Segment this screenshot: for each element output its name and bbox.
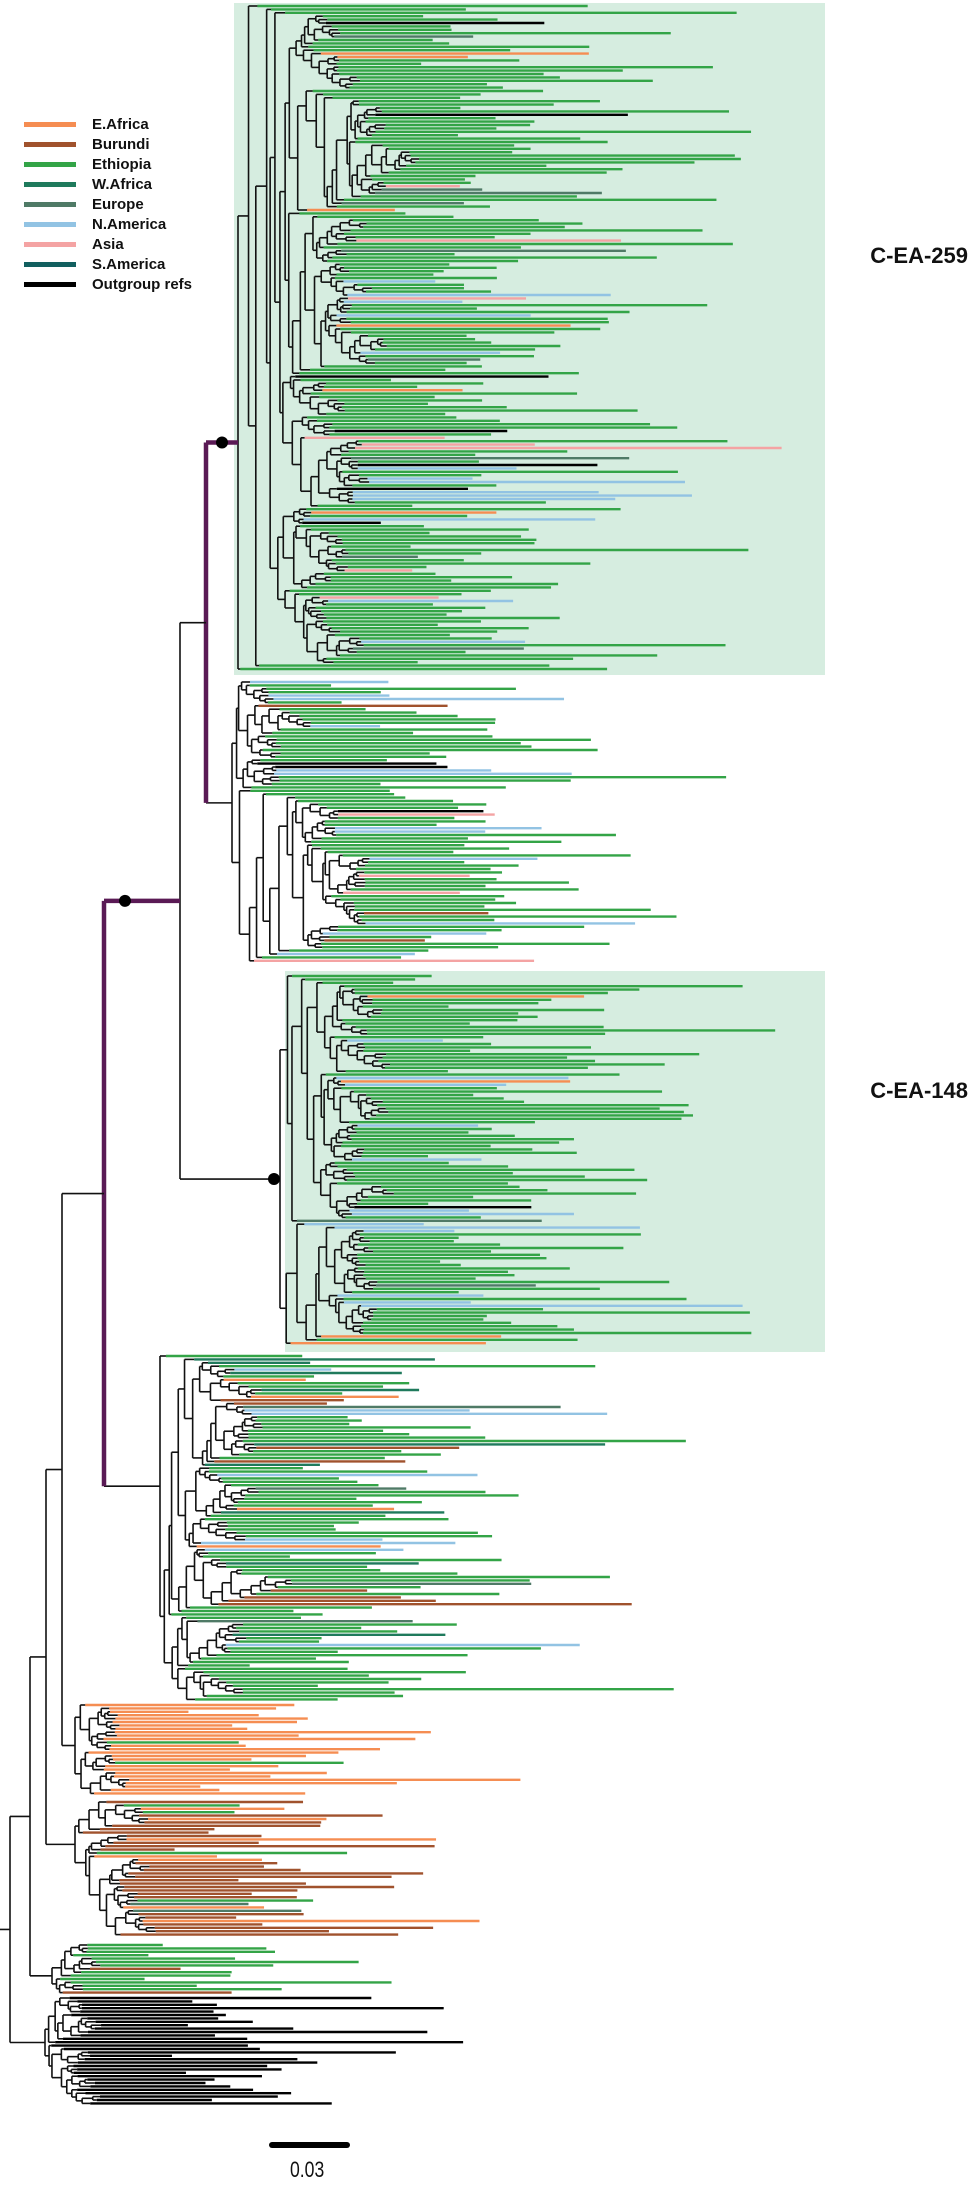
legend-label: Asia (92, 235, 124, 253)
legend-swatch (24, 181, 76, 187)
legend-label: W.Africa (92, 175, 153, 193)
legend-swatch (24, 241, 76, 247)
legend-item: Asia (24, 234, 192, 254)
legend-item: N.America (24, 214, 192, 234)
legend-item: E.Africa (24, 114, 192, 134)
clade-label-c-ea-259: C-EA-259 (870, 243, 968, 268)
legend-label: E.Africa (92, 115, 149, 133)
legend-swatch (24, 161, 76, 167)
legend-swatch (24, 261, 76, 267)
legend-label: Ethiopia (92, 155, 152, 173)
legend-label: S.America (92, 255, 166, 273)
legend-item: W.Africa (24, 174, 192, 194)
legend-label: Burundi (92, 135, 150, 153)
legend-label: N.America (92, 215, 167, 233)
clade-label-c-ea-148: C-EA-148 (870, 1078, 968, 1103)
scale-bar-label: 0.03 (290, 2157, 325, 2182)
legend-label: Europe (92, 195, 144, 213)
legend-item: Ethiopia (24, 154, 192, 174)
legend-swatch (24, 141, 76, 147)
legend-item: Europe (24, 194, 192, 214)
node-marker (119, 894, 131, 907)
legend-item: Outgroup refs (24, 274, 192, 294)
legend: E.Africa Burundi Ethiopia W.Africa Europe N.A… (24, 114, 192, 294)
legend-swatch (24, 121, 76, 127)
node-marker (268, 1173, 280, 1186)
legend-swatch (24, 201, 76, 207)
legend-label: Outgroup refs (92, 275, 192, 293)
legend-swatch (24, 281, 76, 287)
legend-item: Burundi (24, 134, 192, 154)
node-marker (216, 436, 228, 449)
legend-item: S.America (24, 254, 192, 274)
legend-swatch (24, 221, 76, 227)
